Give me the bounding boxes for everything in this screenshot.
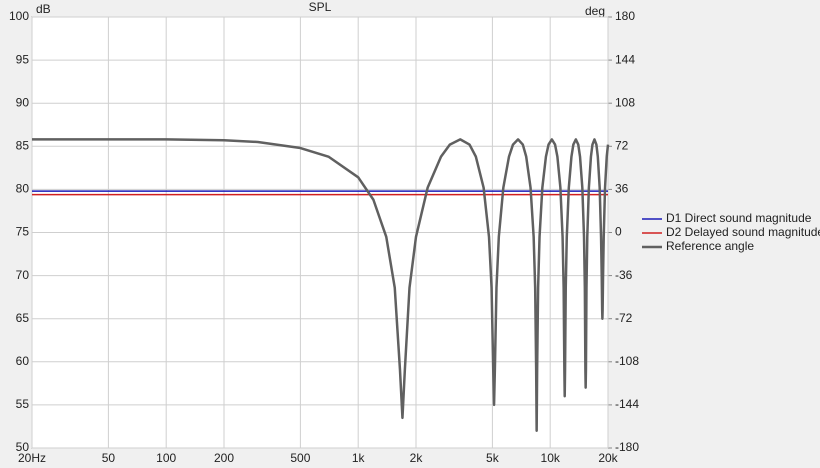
x-tick-label: 5k [486, 451, 500, 465]
y2-tick-label: 180 [615, 9, 635, 23]
y-tick-label: 75 [16, 225, 30, 239]
x-tick-label: 200 [214, 451, 234, 465]
y-tick-label: 100 [9, 9, 29, 23]
y2-tick-label: -144 [615, 397, 639, 411]
y2-tick-label: -36 [615, 268, 633, 282]
y2-tick-label: 72 [615, 138, 629, 152]
y2-axis-label: deg [585, 4, 605, 18]
legend-label: D2 Delayed sound magnitude [666, 225, 820, 239]
y-tick-label: 85 [16, 138, 30, 152]
y-tick-label: 70 [16, 268, 30, 282]
x-tick-label: 1k [352, 451, 366, 465]
y-tick-label: 65 [16, 311, 30, 325]
y2-tick-label: 0 [615, 225, 622, 239]
x-tick-label: 100 [156, 451, 176, 465]
y2-tick-label: 36 [615, 182, 629, 196]
x-tick-label: 20k [598, 451, 618, 465]
x-tick-label: 20Hz [18, 451, 46, 465]
y2-tick-label: 144 [615, 52, 635, 66]
y-tick-label: 80 [16, 182, 30, 196]
chart-title: SPL [309, 0, 332, 14]
y2-tick-label: -180 [615, 440, 639, 454]
y-axis-label: dB [36, 2, 51, 16]
y-tick-label: 50 [16, 440, 30, 454]
series-line [32, 138, 610, 433]
y-tick-label: 55 [16, 397, 30, 411]
y2-tick-label: -72 [615, 311, 633, 325]
legend-label: Reference angle [666, 239, 754, 253]
x-tick-label: 2k [410, 451, 424, 465]
x-tick-label: 10k [541, 451, 561, 465]
legend-label: D1 Direct sound magnitude [666, 211, 812, 225]
y-tick-label: 60 [16, 354, 30, 368]
x-tick-label: 500 [290, 451, 310, 465]
x-tick-label: 50 [102, 451, 116, 465]
y2-tick-label: 108 [615, 95, 635, 109]
y-tick-label: 90 [16, 95, 30, 109]
y2-tick-label: -108 [615, 354, 639, 368]
y-tick-label: 95 [16, 52, 30, 66]
